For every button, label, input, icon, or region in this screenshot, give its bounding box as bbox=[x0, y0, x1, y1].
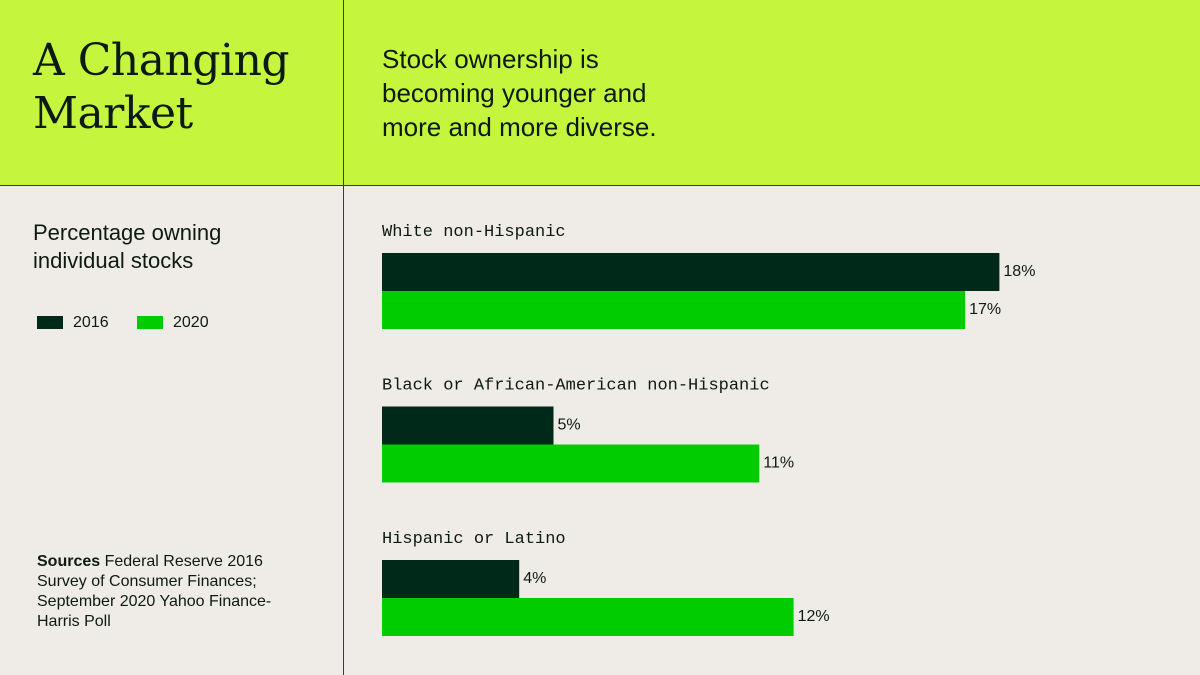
bar bbox=[382, 444, 760, 483]
value-label: 18% bbox=[1003, 263, 1035, 280]
chart-title: A Changing Market bbox=[33, 35, 290, 139]
legend-label: 2016 bbox=[73, 314, 109, 331]
bar bbox=[382, 291, 966, 329]
category-label: White non-Hispanic bbox=[382, 223, 566, 242]
bar bbox=[382, 560, 520, 598]
sources: Sources Federal Reserve 2016 Survey of C… bbox=[37, 552, 272, 632]
sources-label: Sources bbox=[37, 553, 101, 570]
category-label: Black or African-American non-Hispanic bbox=[382, 377, 770, 396]
sources-text: Federal Reserve 2016 Survey of Consumer … bbox=[37, 553, 272, 630]
value-label: 4% bbox=[523, 570, 546, 587]
value-label: 17% bbox=[969, 301, 1001, 318]
value-label: 5% bbox=[558, 417, 581, 434]
header-band bbox=[0, 0, 1200, 185]
legend-label: 2020 bbox=[173, 314, 209, 331]
legend-swatch bbox=[137, 316, 163, 329]
value-label: 12% bbox=[798, 608, 830, 625]
value-label: 11% bbox=[763, 455, 794, 472]
bar bbox=[382, 253, 1000, 291]
bar bbox=[382, 598, 794, 636]
axis-label: Percentage owning individual stocks bbox=[33, 220, 222, 273]
category-label: Hispanic or Latino bbox=[382, 530, 566, 549]
bar bbox=[382, 406, 554, 445]
subtitle: Stock ownership is becoming younger and … bbox=[382, 44, 657, 142]
legend-swatch bbox=[37, 316, 63, 329]
